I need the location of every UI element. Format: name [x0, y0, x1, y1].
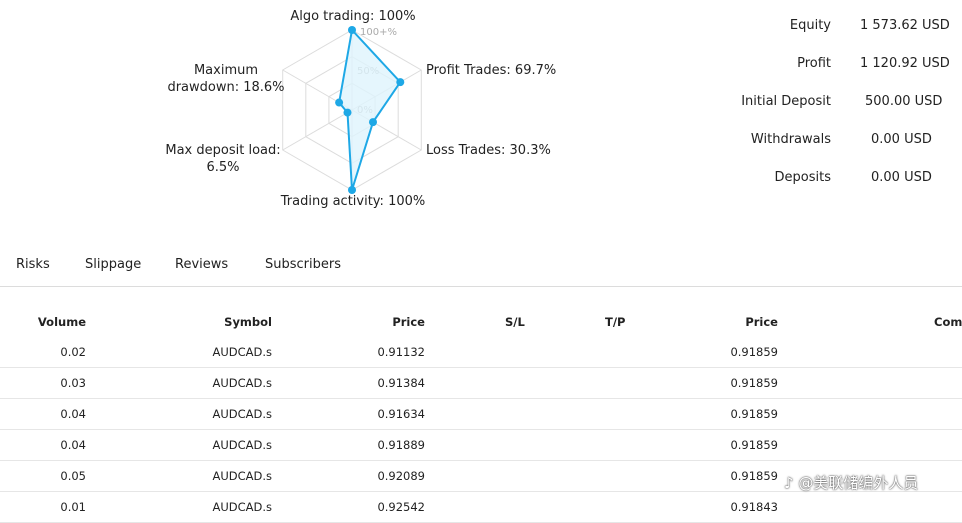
account-stats-panel: Equity 1 573.62 USD Profit 1 120.92 USD …: [700, 0, 962, 210]
cell-symbol: AUDCAD.s: [212, 376, 272, 390]
table-row[interactable]: 0.04 AUDCAD.s 0.91634 0.91859: [0, 398, 962, 430]
cell-volume: 0.05: [60, 469, 86, 483]
watermark-text: @美联储编外人员: [798, 474, 919, 492]
cell-open-price: 0.91634: [377, 407, 425, 421]
tab-bar: Risks Slippage Reviews Subscribers: [0, 250, 962, 287]
stat-label-profit: Profit: [797, 56, 831, 71]
cell-volume: 0.04: [60, 407, 86, 421]
column-header-commission[interactable]: Comi: [934, 315, 962, 329]
stat-value-withdrawals: 0.00 USD: [871, 132, 932, 147]
cell-close-price: 0.91859: [730, 345, 778, 359]
radar-axis-labels: Algo trading: 100% Profit Trades: 69.7% Lo…: [165, 9, 556, 209]
radar-spoke: [282, 109, 353, 151]
table-row[interactable]: 0.02 AUDCAD.s 0.91132 0.91859: [0, 336, 962, 368]
cell-volume: 0.03: [60, 376, 86, 390]
table-header-row: Volume Symbol Price S/L T/P Price Comi: [0, 306, 962, 336]
cell-open-price: 0.92089: [377, 469, 425, 483]
watermark: ♪ @美联储编外人员: [784, 472, 918, 493]
table-row[interactable]: 0.03 AUDCAD.s 0.91384 0.91859: [0, 367, 962, 399]
radar-point[interactable]: [396, 78, 405, 87]
stat-label-initial-deposit: Initial Deposit: [741, 94, 831, 109]
cell-open-price: 0.91889: [377, 438, 425, 452]
column-header-tp[interactable]: T/P: [605, 315, 626, 329]
radar-axis-label: drawdown: 18.6%: [167, 80, 284, 95]
column-header-sl[interactable]: S/L: [505, 315, 525, 329]
column-header-close-price[interactable]: Price: [745, 315, 778, 329]
radar-axis-label: 6.5%: [206, 160, 239, 175]
radar-point[interactable]: [348, 186, 356, 194]
cell-close-price: 0.91859: [730, 438, 778, 452]
column-header-price[interactable]: Price: [392, 315, 425, 329]
stat-value-profit: 1 120.92 USD: [860, 56, 950, 71]
stat-value-deposits: 0.00 USD: [871, 170, 932, 185]
tab-subscribers[interactable]: Subscribers: [265, 257, 341, 272]
column-header-volume[interactable]: Volume: [37, 315, 86, 329]
cell-open-price: 0.91132: [377, 345, 425, 359]
cell-symbol: AUDCAD.s: [212, 407, 272, 421]
cell-open-price: 0.92542: [377, 500, 425, 514]
cell-close-price: 0.91843: [730, 500, 778, 514]
cell-close-price: 0.91859: [730, 376, 778, 390]
radar-point[interactable]: [348, 26, 356, 34]
radar-axis-label: Max deposit load:: [165, 143, 280, 158]
radar-chart: 100+%50%0% Algo trading: 100%Profit Trad…: [165, 9, 556, 209]
cell-symbol: AUDCAD.s: [212, 438, 272, 452]
radar-axis-label: Loss Trades: 30.3%: [426, 143, 551, 158]
stat-value-initial-deposit: 500.00 USD: [865, 94, 943, 109]
cell-open-price: 0.91384: [377, 376, 425, 390]
radar-axis-label: Profit Trades: 69.7%: [426, 63, 556, 78]
cell-close-price: 0.91859: [730, 469, 778, 483]
tab-slippage[interactable]: Slippage: [85, 257, 142, 272]
stat-label-deposits: Deposits: [774, 170, 831, 185]
cell-close-price: 0.91859: [730, 407, 778, 421]
radar-scale-label: 100+%: [360, 27, 397, 38]
stat-label-withdrawals: Withdrawals: [750, 132, 831, 147]
cell-volume: 0.01: [60, 500, 86, 514]
tab-risks[interactable]: Risks: [16, 257, 50, 272]
radar-point[interactable]: [335, 98, 344, 107]
column-header-symbol[interactable]: Symbol: [224, 315, 272, 329]
tiktok-logo-icon: ♪: [784, 474, 794, 492]
cell-symbol: AUDCAD.s: [212, 500, 272, 514]
cell-symbol: AUDCAD.s: [212, 469, 272, 483]
table-row[interactable]: 0.05 AUDCAD.s 0.92089 0.91859: [0, 460, 962, 492]
table-row[interactable]: 0.04 AUDCAD.s 0.91889 0.91859: [0, 429, 962, 461]
table-row[interactable]: 0.01 AUDCAD.s 0.92542 0.91843: [0, 491, 962, 523]
tab-reviews[interactable]: Reviews: [175, 257, 229, 272]
radar-axis-label: Maximum: [194, 63, 258, 78]
cell-symbol: AUDCAD.s: [212, 345, 272, 359]
stat-value-equity: 1 573.62 USD: [860, 18, 950, 33]
cell-volume: 0.02: [60, 345, 86, 359]
radar-axis-label: Trading activity: 100%: [280, 194, 425, 209]
radar-series: [335, 26, 405, 194]
radar-point[interactable]: [343, 108, 352, 117]
radar-axis-label: Algo trading: 100%: [290, 9, 415, 24]
stat-label-equity: Equity: [789, 18, 831, 33]
radar-point[interactable]: [368, 118, 377, 127]
cell-volume: 0.04: [60, 438, 86, 452]
